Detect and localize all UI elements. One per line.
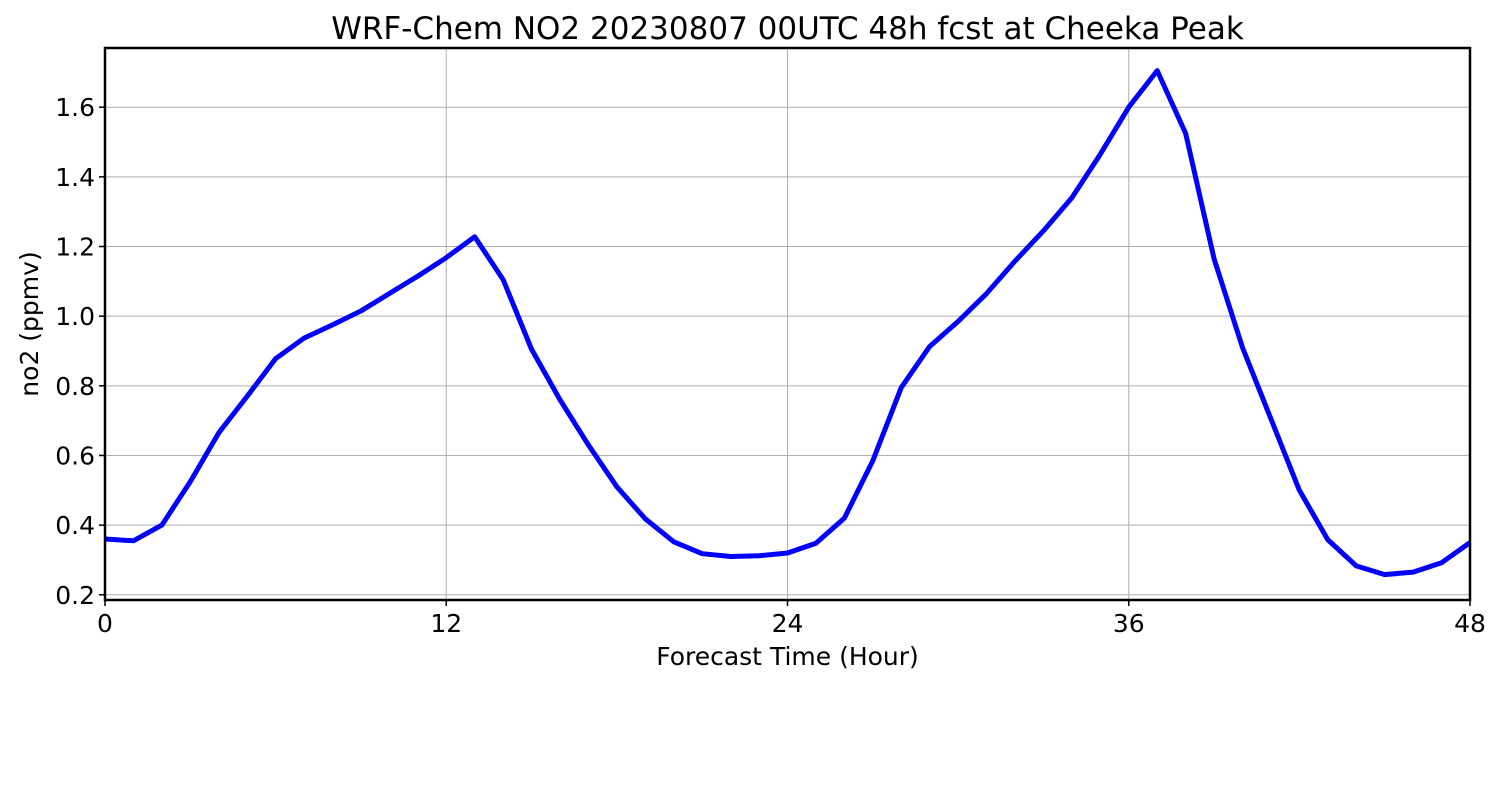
y-tick-label: 0.4	[55, 511, 95, 540]
x-tick-label: 12	[430, 609, 462, 638]
x-tick-label: 0	[97, 609, 113, 638]
y-tick-label: 0.6	[55, 441, 95, 470]
y-tick-label: 0.2	[55, 581, 95, 610]
grid	[104, 48, 1471, 600]
x-axis-label: Forecast Time (Hour)	[656, 642, 919, 671]
x-tick-label: 36	[1113, 609, 1145, 638]
chart-title: WRF-Chem NO2 20230807 00UTC 48h fcst at …	[331, 11, 1244, 47]
x-tick-label: 48	[1454, 609, 1486, 638]
y-tick-label: 1.0	[55, 302, 95, 331]
y-axis-label: no2 (ppmv)	[15, 251, 44, 396]
y-tick-label: 1.6	[55, 93, 95, 122]
no2-series-line	[104, 68, 1472, 578]
y-tick-label: 1.4	[55, 163, 95, 192]
series-layer	[104, 68, 1472, 578]
ticks: 0 12 24 36 48 0.2 0.4 0.6 0.8 1.0 1.2 1.4 1.6	[55, 93, 1486, 638]
x-tick-label: 24	[772, 609, 804, 638]
y-tick-label: 1.2	[55, 233, 95, 262]
y-tick-label: 0.8	[55, 372, 95, 401]
